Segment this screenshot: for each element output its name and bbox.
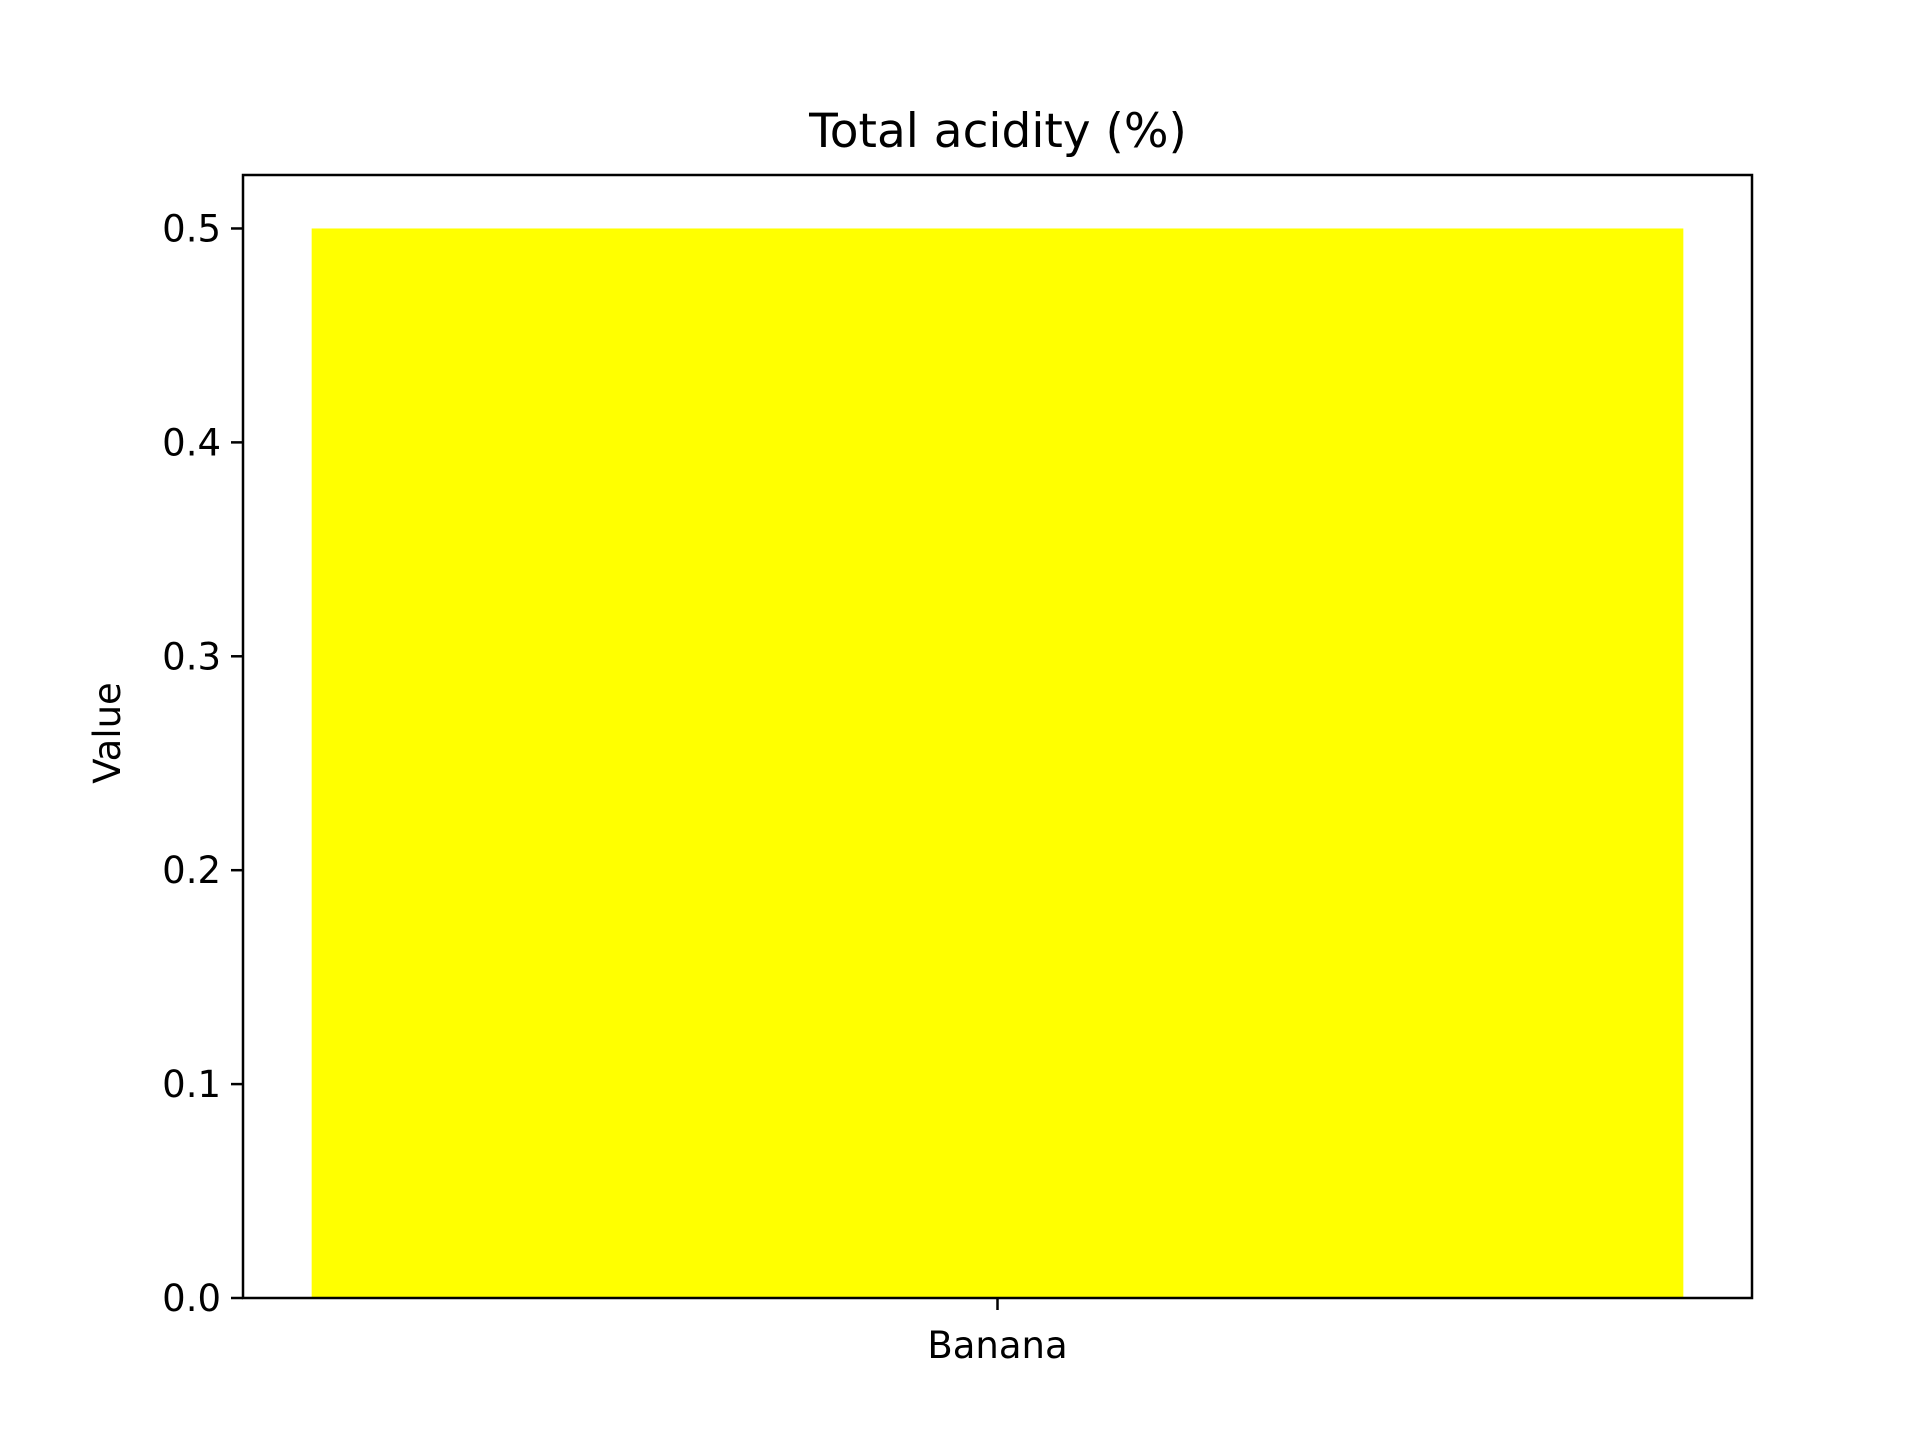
y-axis-label: Value	[86, 682, 129, 784]
y-axis: 0.0 0.1 0.2 0.3 0.4 0.5	[162, 207, 243, 1320]
bar-banana	[311, 228, 1684, 1298]
bars-group	[311, 228, 1684, 1298]
y-tick-label: 0.5	[162, 207, 221, 250]
y-tick-label: 0.0	[162, 1277, 221, 1320]
y-tick-label: 0.4	[162, 421, 221, 464]
plot-frame	[241, 173, 1754, 1300]
y-tick-label: 0.2	[162, 849, 221, 892]
y-tick-label: 0.3	[162, 635, 221, 678]
x-tick-label: Banana	[927, 1324, 1067, 1367]
x-axis: Banana	[927, 1298, 1068, 1367]
y-tick-label: 0.1	[162, 1063, 221, 1106]
chart-title: Total acidity (%)	[808, 104, 1187, 159]
